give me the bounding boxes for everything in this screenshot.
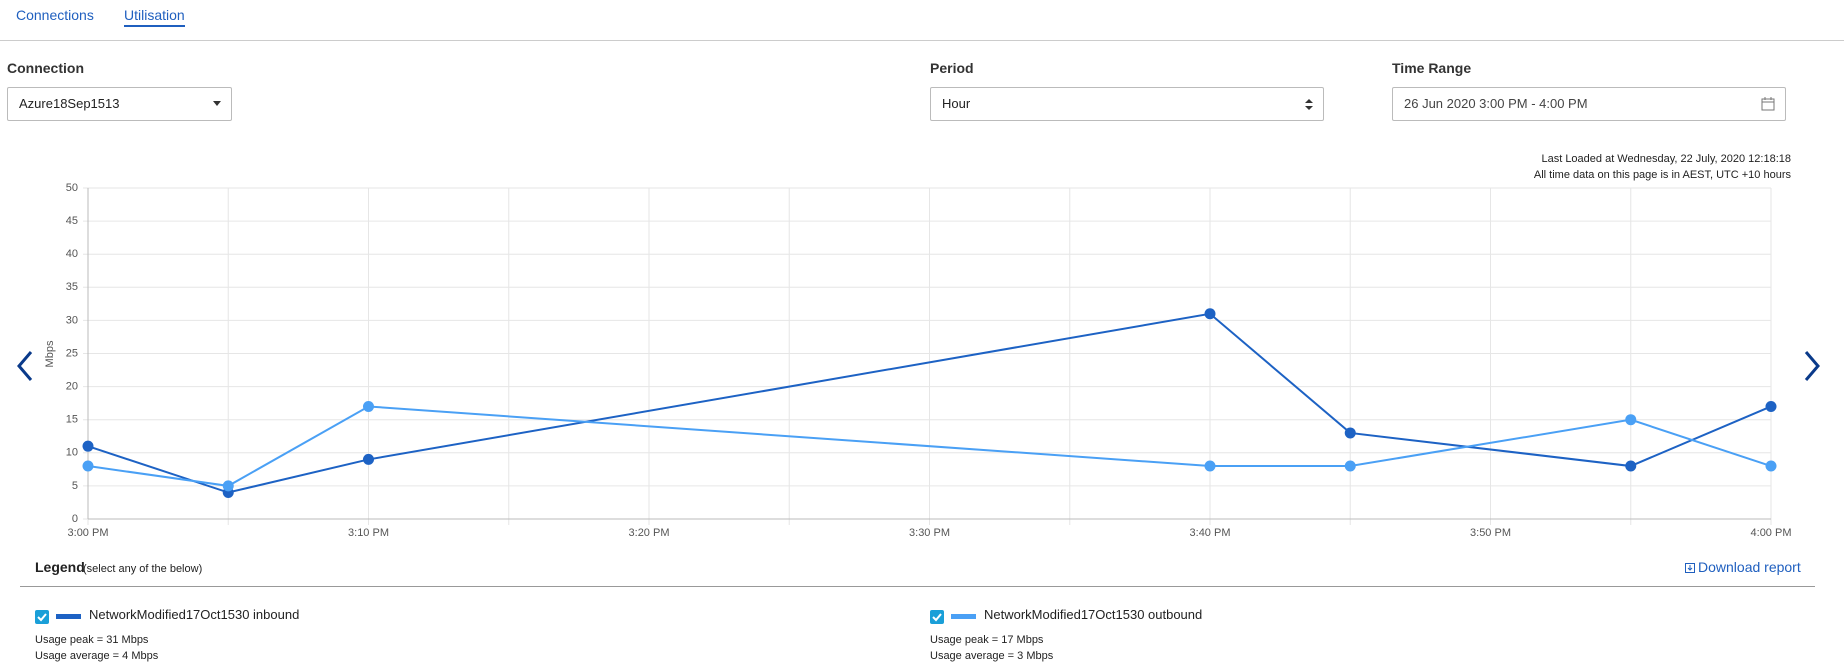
caret bbox=[1305, 99, 1313, 110]
y-tick-label: 45 bbox=[66, 215, 78, 227]
data-point bbox=[82, 440, 94, 452]
legend-label: NetworkModified17Oct1530 inbound bbox=[89, 607, 300, 622]
x-tick-label: 3:00 PM bbox=[68, 527, 109, 539]
y-axis-title: Mbps bbox=[44, 340, 56, 367]
x-tick-label: 4:00 PM bbox=[1751, 527, 1792, 539]
y-tick-label: 5 bbox=[72, 480, 78, 492]
legend-divider bbox=[20, 586, 1815, 587]
data-point bbox=[82, 460, 94, 472]
y-tick-label: 50 bbox=[66, 182, 78, 194]
legend-label: NetworkModified17Oct1530 outbound bbox=[984, 607, 1203, 622]
y-tick-label: 15 bbox=[66, 414, 78, 426]
data-point bbox=[1204, 460, 1216, 472]
chart: Mbps 0 5 10 15 20 25 30 35 40 45 50 3:00 PM 3:10 PM 3… bbox=[17, 182, 1820, 539]
x-tick-label: 3:20 PM bbox=[629, 527, 670, 539]
period-label: Period bbox=[930, 60, 974, 76]
x-tick-label: 3:40 PM bbox=[1190, 527, 1231, 539]
data-point bbox=[1625, 460, 1637, 472]
data-point bbox=[363, 400, 374, 412]
x-tick-label: 3:10 PM bbox=[348, 527, 389, 539]
legend-title: Legend bbox=[35, 559, 85, 575]
data-point bbox=[1204, 308, 1216, 320]
last-loaded: Last Loaded at Wednesday, 22 July, 2020 … bbox=[1541, 153, 1791, 165]
y-tick-label: 10 bbox=[66, 447, 78, 459]
connection-select[interactable]: Azure18Sep1513 bbox=[7, 87, 232, 121]
time-range-label: Time Range bbox=[1392, 60, 1472, 76]
period-value: Hour bbox=[942, 96, 971, 111]
data-point bbox=[1344, 460, 1356, 472]
timezone-note: All time data on this page is in AEST, U… bbox=[1533, 169, 1791, 181]
data-point bbox=[1765, 400, 1777, 412]
y-tick-label: 40 bbox=[66, 248, 78, 260]
download-text: Download report bbox=[1698, 559, 1801, 575]
download-icon bbox=[1685, 563, 1695, 573]
connection-value: Azure18Sep1513 bbox=[19, 96, 120, 111]
y-tick-label: 20 bbox=[66, 381, 78, 393]
connection-label: Connection bbox=[7, 60, 84, 76]
time-range-input[interactable]: 26 Jun 2020 3:00 PM - 4:00 PM bbox=[1392, 87, 1786, 121]
divider bbox=[0, 40, 1844, 41]
legend-swatch bbox=[951, 614, 976, 619]
data-point bbox=[222, 480, 234, 492]
prev-arrow[interactable] bbox=[17, 351, 33, 381]
usage-average: Usage average = 4 Mbps bbox=[35, 650, 159, 662]
caret bbox=[213, 101, 221, 106]
data-point bbox=[1344, 427, 1356, 439]
y-tick-label: 25 bbox=[66, 347, 78, 359]
calendar-icon bbox=[1761, 97, 1775, 111]
tab-connections[interactable]: Connections bbox=[16, 7, 94, 23]
data-point bbox=[1765, 460, 1777, 472]
next-arrow[interactable] bbox=[1804, 351, 1820, 381]
usage-peak: Usage peak = 31 Mbps bbox=[35, 634, 149, 646]
legend-hint: (select any of the below) bbox=[83, 563, 203, 575]
y-tick-label: 30 bbox=[66, 314, 78, 326]
usage-peak: Usage peak = 17 Mbps bbox=[930, 634, 1044, 646]
data-point bbox=[363, 453, 374, 465]
time-range-value: 26 Jun 2020 3:00 PM - 4:00 PM bbox=[1404, 96, 1588, 111]
usage-average: Usage average = 3 Mbps bbox=[930, 650, 1054, 662]
tab-utilisation[interactable]: Utilisation bbox=[124, 7, 185, 27]
data-point bbox=[1625, 414, 1637, 426]
legend-swatch bbox=[56, 614, 81, 619]
y-tick-label: 35 bbox=[66, 281, 78, 293]
y-tick-label: 0 bbox=[72, 513, 78, 525]
checkbox[interactable] bbox=[930, 610, 944, 624]
period-select[interactable]: Hour bbox=[930, 87, 1324, 121]
download-report[interactable]: Download report bbox=[1685, 559, 1801, 575]
checkbox[interactable] bbox=[35, 610, 49, 624]
x-tick-label: 3:30 PM bbox=[909, 527, 950, 539]
x-tick-label: 3:50 PM bbox=[1470, 527, 1511, 539]
